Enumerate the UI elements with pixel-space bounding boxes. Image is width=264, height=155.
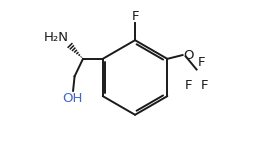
Text: F: F: [185, 79, 192, 92]
Text: F: F: [198, 56, 205, 69]
Text: OH: OH: [62, 92, 82, 105]
Text: H₂N: H₂N: [44, 31, 69, 44]
Text: F: F: [201, 79, 209, 92]
Text: F: F: [131, 10, 139, 23]
Text: O: O: [183, 49, 194, 62]
